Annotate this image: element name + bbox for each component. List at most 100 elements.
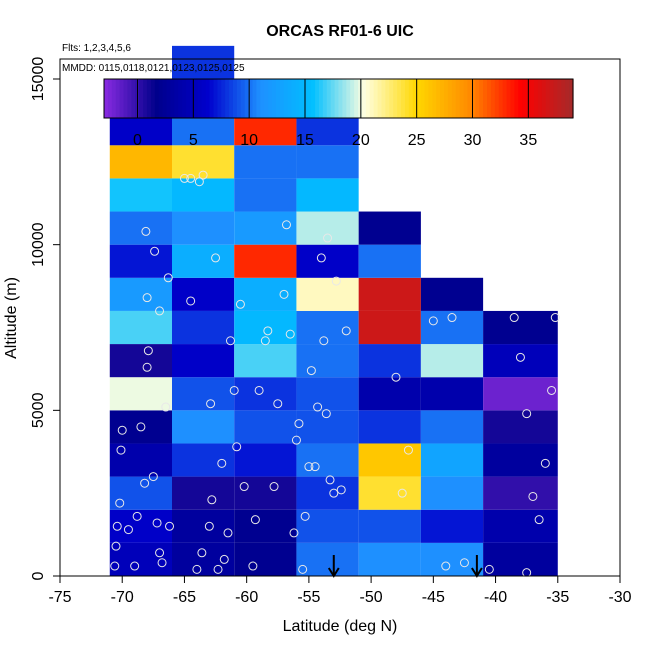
colorbar-segment <box>549 79 555 118</box>
heat-cell <box>483 542 558 576</box>
colorbar-segment <box>256 79 261 118</box>
colorbar-segment <box>330 79 336 118</box>
colorbar-segment <box>158 79 164 118</box>
colorbar-segment <box>150 79 156 118</box>
colorbar-segment <box>272 79 277 118</box>
heat-cell <box>358 509 421 543</box>
sample-point <box>155 548 165 558</box>
heat-cell <box>109 310 172 345</box>
heat-cell <box>234 410 297 444</box>
colorbar-segment <box>248 79 254 118</box>
colorbar-segment <box>361 79 367 118</box>
sample-point <box>136 422 146 432</box>
colorbar-segment <box>201 79 207 118</box>
colorbar-segment <box>428 79 433 118</box>
heat-cell <box>483 410 558 444</box>
sample-point <box>198 170 208 180</box>
heat-cell <box>296 476 359 510</box>
colorbar-segment <box>483 79 488 118</box>
colorbar-tick-label: 35 <box>519 132 537 149</box>
sample-point <box>509 313 519 323</box>
sample-point <box>117 425 127 435</box>
heat-cell <box>109 410 172 444</box>
colorbar-segment <box>397 79 402 118</box>
heat-cell <box>234 443 297 477</box>
data-points <box>110 170 560 578</box>
sample-point <box>161 402 171 412</box>
x-tick-label: -55 <box>297 589 320 606</box>
colorbar-tick-label: 15 <box>296 132 314 149</box>
colorbar-segment <box>498 79 504 118</box>
colorbar-segment <box>315 79 320 118</box>
x-tick-label: -40 <box>484 589 507 606</box>
sample-point <box>141 226 151 236</box>
sample-point <box>225 336 235 346</box>
heat-cell <box>296 377 359 411</box>
sample-point <box>319 336 329 346</box>
sample-point <box>289 528 299 538</box>
colorbar-segment <box>490 79 496 118</box>
colorbar-segment <box>487 79 492 118</box>
sample-point <box>163 273 173 283</box>
heat-cell <box>172 244 235 278</box>
colorbar-segment <box>295 79 301 118</box>
heat-cell <box>483 377 558 411</box>
colorbar-segment <box>432 79 437 118</box>
colorbar-segment <box>440 79 445 118</box>
colorbar-segment <box>143 79 148 118</box>
sample-point <box>239 482 249 492</box>
sample-point <box>269 482 279 492</box>
heat-cell <box>234 244 297 278</box>
sample-point <box>213 564 223 574</box>
heat-cell <box>172 211 235 245</box>
colorbar-segment <box>115 79 121 118</box>
sample-point <box>186 173 196 183</box>
heat-cell <box>109 244 172 278</box>
sample-point <box>310 462 320 472</box>
colorbar-segment <box>510 79 515 118</box>
colorbar-segment <box>385 79 390 118</box>
colorbar-tick-label: 10 <box>240 132 258 149</box>
heat-cell <box>358 211 421 245</box>
colorbar-segment <box>283 79 289 118</box>
heat-cell <box>296 410 359 444</box>
sample-point <box>235 299 245 309</box>
y-tick-label: 15000 <box>30 57 47 102</box>
sample-point <box>132 511 142 521</box>
heat-cell <box>358 344 421 378</box>
heat-cell <box>109 145 172 179</box>
colorbar-segment <box>479 79 484 118</box>
colorbar-segment <box>244 79 250 118</box>
colorbar-segment <box>506 79 512 118</box>
sample-point <box>550 313 560 323</box>
sample-point <box>211 253 221 263</box>
sample-point <box>391 372 401 382</box>
sample-point <box>522 568 532 578</box>
colorbar-segment <box>318 79 324 118</box>
sample-point <box>336 485 346 495</box>
colorbar-segment <box>264 79 269 118</box>
heat-cell <box>109 344 172 378</box>
heat-cell <box>358 542 421 576</box>
colorbar-segment <box>377 79 383 118</box>
heat-cell <box>109 542 172 576</box>
colorbar-segment <box>170 79 175 118</box>
sample-point <box>148 472 158 482</box>
sample-point <box>540 458 550 468</box>
colorbar-segment <box>569 79 574 118</box>
colorbar-segment <box>287 79 293 118</box>
colorbar-segment <box>541 79 547 118</box>
colorbar-tick-label: 5 <box>189 132 198 149</box>
sample-point <box>325 475 335 485</box>
colorbar-tick-label: 25 <box>408 132 426 149</box>
colorbar-segment <box>322 79 328 118</box>
sample-point <box>522 409 532 419</box>
colorbar-segment <box>111 79 117 118</box>
heat-cell <box>172 145 235 179</box>
colorbar-segment <box>326 79 332 118</box>
colorbar-segment <box>252 79 258 118</box>
sample-point <box>298 564 308 574</box>
colorbar-segment <box>369 79 375 118</box>
x-tick-label: -60 <box>235 589 258 606</box>
